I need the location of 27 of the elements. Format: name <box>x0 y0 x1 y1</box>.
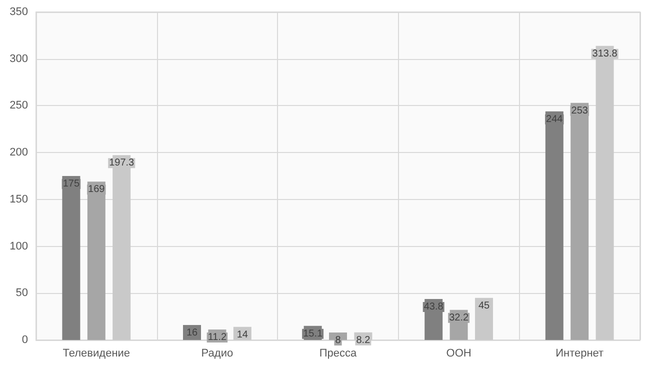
x-tick-label: Пресса <box>319 348 358 360</box>
y-tick-label: 300 <box>10 52 28 65</box>
data-label: 8 <box>335 335 342 346</box>
y-tick-label: 100 <box>10 240 28 252</box>
data-label: 16 <box>186 328 198 339</box>
data-label: 175 <box>62 178 80 190</box>
data-label: 32.2 <box>449 312 469 324</box>
x-tick-label: Интернет <box>556 348 604 360</box>
data-label: 15.1 <box>303 328 323 340</box>
x-tick-label: Телевидение <box>62 348 130 360</box>
x-tick-label: Радио <box>201 348 234 360</box>
x-tick-label: OOH <box>446 348 472 360</box>
data-label: 43.8 <box>424 301 444 312</box>
data-label: 313.8 <box>592 48 618 60</box>
data-label: 253 <box>571 105 588 116</box>
data-label: 169 <box>88 184 106 196</box>
data-label: 244 <box>546 114 564 125</box>
data-label: 14 <box>236 329 248 340</box>
data-label: 45 <box>478 300 490 312</box>
data-label: 197.3 <box>109 158 135 169</box>
y-tick-label: 200 <box>10 146 28 159</box>
y-tick-label: 0 <box>22 334 28 346</box>
y-tick-label: 50 <box>16 287 28 300</box>
y-tick-label: 150 <box>10 193 28 206</box>
data-label: 8.2 <box>356 334 371 346</box>
y-tick-label: 250 <box>10 100 28 112</box>
y-tick-label: 350 <box>10 6 28 18</box>
